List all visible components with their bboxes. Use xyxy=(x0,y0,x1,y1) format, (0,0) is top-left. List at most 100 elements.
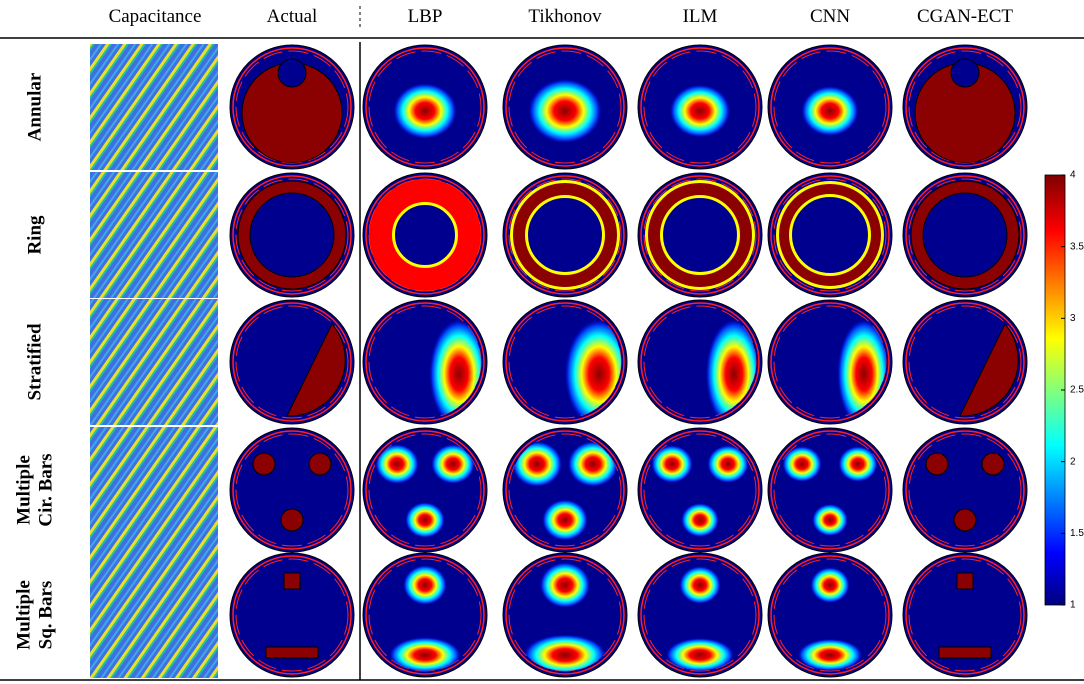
reconstruction xyxy=(637,172,763,298)
reconstruction xyxy=(362,552,488,678)
capacitance-image xyxy=(90,172,218,298)
blob xyxy=(542,499,588,541)
outer-ring xyxy=(232,47,352,167)
blob xyxy=(375,444,419,484)
field xyxy=(389,565,461,671)
column-header: Capacitance xyxy=(109,6,202,27)
blob xyxy=(651,445,693,483)
electrode-ring xyxy=(908,558,1022,672)
pipe xyxy=(902,552,1028,678)
reconstruction xyxy=(902,552,1028,678)
electrode-ring xyxy=(773,178,887,292)
reconstruction xyxy=(229,299,355,425)
outer-ring xyxy=(640,555,760,675)
outer-ring xyxy=(640,175,760,295)
outer-ring xyxy=(640,430,760,550)
electrode-ring xyxy=(773,433,887,547)
blob xyxy=(782,446,822,482)
electrode-ring xyxy=(368,50,482,164)
field xyxy=(910,180,1020,290)
blob xyxy=(431,444,475,484)
ring-blob xyxy=(513,183,617,287)
blob xyxy=(707,445,749,483)
outer-ring xyxy=(505,302,625,422)
field xyxy=(651,445,749,538)
blob xyxy=(679,566,721,604)
shape xyxy=(277,58,307,88)
electrode-ring xyxy=(235,305,349,419)
field xyxy=(645,180,755,290)
blob xyxy=(539,562,591,608)
field xyxy=(914,58,1016,163)
field xyxy=(511,441,619,541)
field xyxy=(375,444,475,538)
capacitance-image xyxy=(90,552,218,678)
column-header: LBP xyxy=(408,6,443,27)
reconstruction xyxy=(502,44,628,170)
reconstruction xyxy=(902,172,1028,298)
field xyxy=(665,566,735,671)
field xyxy=(286,323,346,417)
outer-ring xyxy=(905,555,1025,675)
field xyxy=(925,452,1005,532)
reconstruction xyxy=(362,172,488,298)
outer-ring xyxy=(505,47,625,167)
shape xyxy=(283,572,301,590)
field xyxy=(782,446,878,537)
blob xyxy=(812,503,848,537)
outer-ring xyxy=(770,555,890,675)
row-label: Annular xyxy=(24,72,45,141)
shape xyxy=(953,508,977,532)
blob xyxy=(801,85,859,137)
colorbar-tick-label: 1 xyxy=(1070,600,1076,611)
outer-ring xyxy=(505,555,625,675)
electrode-ring xyxy=(643,178,757,292)
reconstruction xyxy=(767,44,893,170)
column-header: Tikhonov xyxy=(528,6,602,27)
outer-ring xyxy=(770,175,890,295)
shape xyxy=(308,452,332,476)
reconstruction xyxy=(502,427,628,553)
shape xyxy=(950,58,980,88)
shape xyxy=(981,452,1005,476)
shape xyxy=(959,323,1019,417)
electrode-ring xyxy=(368,433,482,547)
colorbar-tick-label: 1.5 xyxy=(1070,528,1084,539)
field xyxy=(797,567,863,671)
outer-ring xyxy=(365,430,485,550)
blob xyxy=(389,637,461,671)
outer-ring xyxy=(905,175,1025,295)
colorbar-tick-label: 2 xyxy=(1070,456,1076,467)
outer-ring xyxy=(232,430,352,550)
row-label: Ring xyxy=(24,215,45,255)
electrode-ring xyxy=(235,433,349,547)
electrode-ring xyxy=(643,50,757,164)
reconstruction xyxy=(362,299,488,425)
electrode-ring xyxy=(508,50,622,164)
reconstruction xyxy=(902,427,1028,553)
reconstruction xyxy=(362,44,488,170)
shape xyxy=(956,572,974,590)
outer-ring xyxy=(232,302,352,422)
reconstruction xyxy=(902,299,1028,425)
reconstruction xyxy=(637,552,763,678)
blob xyxy=(393,83,457,139)
field xyxy=(369,179,481,291)
reconstruction xyxy=(502,552,628,678)
reconstruction xyxy=(362,427,488,553)
reconstruction xyxy=(767,172,893,298)
colorbar-tick-label: 4 xyxy=(1070,170,1076,181)
reconstruction xyxy=(502,299,628,425)
capacitance-image xyxy=(90,299,218,425)
outer-ring xyxy=(365,555,485,675)
electrode-ring xyxy=(908,433,1022,547)
outer-ring xyxy=(365,175,485,295)
reconstruction xyxy=(767,299,893,425)
electrode-ring xyxy=(508,433,622,547)
field xyxy=(959,323,1019,417)
field xyxy=(528,78,602,144)
field xyxy=(938,572,992,659)
field xyxy=(510,180,620,290)
outer-ring xyxy=(905,47,1025,167)
